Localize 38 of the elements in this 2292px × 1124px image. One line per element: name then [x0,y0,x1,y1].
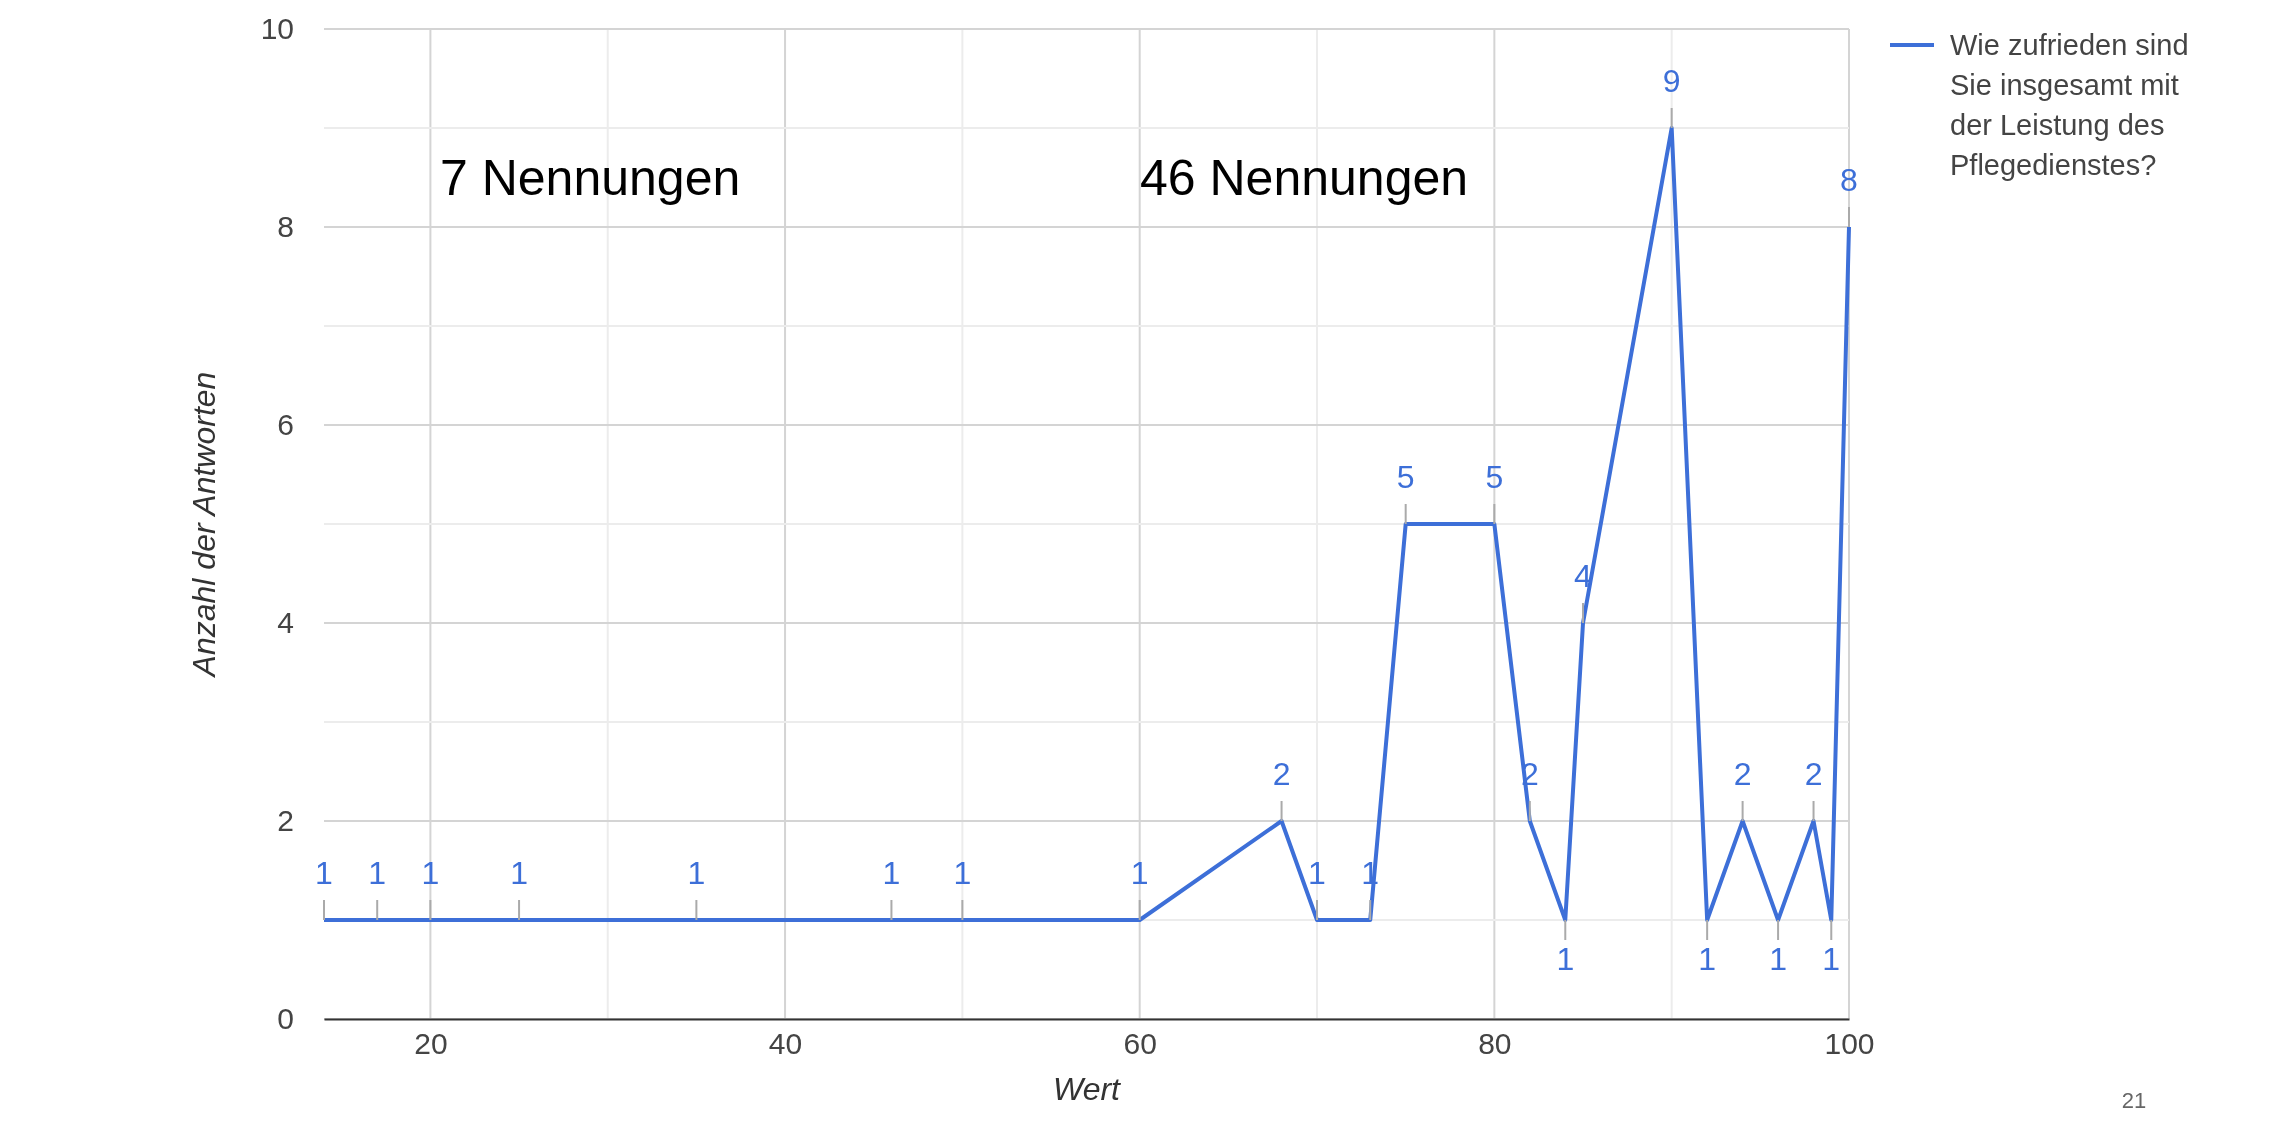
data-label: 8 [1840,162,1858,198]
data-label: 1 [315,855,333,891]
data-label: 5 [1396,459,1415,495]
x-axis-title: Wert [1053,1071,1122,1107]
y-tick-label: 6 [277,408,294,442]
data-label: 2 [1272,756,1291,792]
data-label: 1 [1822,941,1841,977]
annotation: 46 Nennungen [1140,150,1469,206]
y-tick-label: 8 [277,210,294,244]
x-tick-label: 40 [768,1027,803,1061]
annotation: 7 Nennungen [440,150,741,206]
data-label: 1 [687,855,706,891]
text: 21 [2121,1088,2147,1113]
y-tick-label: 0 [277,1002,294,1036]
data-label: 1 [421,855,440,891]
x-tick-label: 20 [414,1027,448,1061]
data-label: 9 [1662,63,1681,99]
x-tick-label: 100 [1824,1027,1875,1061]
data-label: 4 [1574,558,1592,594]
y-tick-label: 10 [260,12,294,46]
data-label: 1 [1698,941,1717,977]
y-tick-label: 4 [277,606,294,640]
y-tick-label: 2 [277,804,294,838]
data-label: 1 [368,855,387,891]
data-label: 1 [510,855,528,891]
data-label: 2 [1733,756,1752,792]
data-label: 1 [1130,855,1149,891]
x-tick-label: 80 [1478,1027,1512,1061]
data-label: 1 [882,855,901,891]
y-axis-title: Anzahl der Antworten [186,371,222,679]
data-label: 1 [1556,941,1575,977]
data-label: 2 [1804,756,1823,792]
x-tick-label: 60 [1123,1027,1157,1061]
legend-label: Wie zufrieden sind Sie insgesamt mit der Leistung des Pflegedienstes? [1950,29,2189,181]
data-label: 1 [953,855,972,891]
data-label: 1 [1769,941,1787,977]
data-label: 1 [1308,855,1326,891]
data-label: 5 [1485,459,1504,495]
